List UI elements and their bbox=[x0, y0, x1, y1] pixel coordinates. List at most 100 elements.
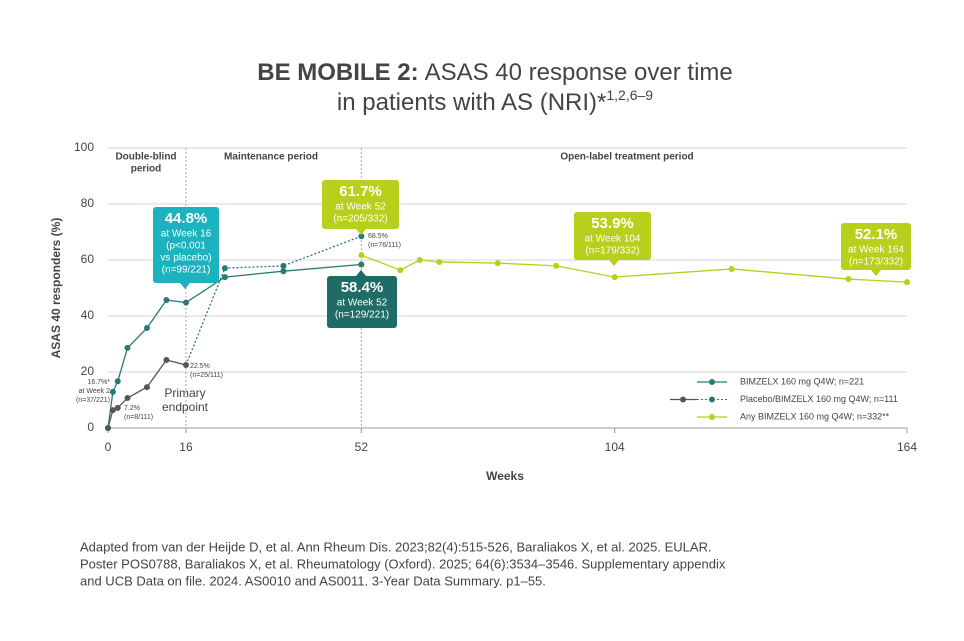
endpoint-label: Primary bbox=[164, 386, 205, 400]
data-point bbox=[182, 362, 189, 368]
callout-text: 53.9% bbox=[591, 215, 634, 232]
data-point bbox=[494, 260, 501, 267]
point-label: 7.2% bbox=[124, 405, 140, 412]
callout-text: (n=99/221) bbox=[162, 265, 211, 276]
data-point bbox=[358, 261, 365, 268]
callout-box bbox=[153, 207, 219, 283]
callout-text: (n=129/221) bbox=[335, 310, 389, 321]
y-tick-label: 80 bbox=[81, 196, 95, 210]
series-line bbox=[107, 263, 362, 429]
callout-pointer bbox=[871, 270, 881, 276]
callout-text: 44.8% bbox=[165, 210, 208, 227]
legend-label: Placebo/BIMZELX 160 mg Q4W; n=111 bbox=[740, 394, 898, 404]
data-point bbox=[163, 297, 170, 304]
x-tick-label: 0 bbox=[105, 440, 112, 454]
x-tick-label: 16 bbox=[179, 440, 193, 454]
callout-box bbox=[327, 276, 397, 328]
data-point bbox=[124, 395, 131, 402]
legend-label: BIMZELX 160 mg Q4W; n=221 bbox=[740, 376, 864, 386]
data-point bbox=[114, 404, 121, 411]
y-tick-label: 40 bbox=[81, 308, 95, 322]
data-point bbox=[105, 425, 111, 431]
callout-pointer bbox=[180, 283, 190, 289]
data-point bbox=[124, 344, 131, 351]
data-point bbox=[280, 262, 287, 269]
callout-box bbox=[574, 212, 651, 260]
x-tick-label: 164 bbox=[897, 440, 917, 454]
data-point bbox=[728, 265, 735, 272]
period-label: period bbox=[131, 164, 162, 175]
footnote: Adapted from van der Heijde D, et al. An… bbox=[80, 539, 712, 554]
legend-marker bbox=[709, 379, 715, 385]
data-point bbox=[221, 274, 228, 281]
point-label: (n=76/111) bbox=[368, 242, 401, 249]
period-label: Maintenance period bbox=[224, 152, 318, 163]
chart-title: BE MOBILE 2: ASAS 40 response over time bbox=[257, 59, 733, 86]
data-point bbox=[109, 407, 116, 414]
data-point bbox=[221, 265, 228, 272]
chart-title: in patients with AS (NRI)*1,2,6–9 bbox=[337, 87, 653, 117]
callout-pointer bbox=[356, 229, 366, 235]
callout-pointer bbox=[609, 260, 619, 266]
footnote: Poster POS0788, Baraliakos X, et al. Rhe… bbox=[80, 556, 726, 571]
legend-marker bbox=[709, 396, 715, 403]
callout-text: at Week 52 bbox=[335, 202, 386, 213]
x-axis-label: Weeks bbox=[486, 469, 524, 483]
callout-text: 52.1% bbox=[855, 226, 898, 243]
callout-text: (n=179/332) bbox=[585, 246, 639, 257]
point-label: 68.5% bbox=[368, 233, 388, 240]
callout-text: at Week 16 bbox=[161, 229, 212, 240]
series-line bbox=[361, 254, 908, 283]
data-point bbox=[904, 279, 910, 286]
callout-pointer bbox=[356, 270, 366, 276]
point-label: (n=25/111) bbox=[190, 372, 223, 379]
data-point bbox=[163, 356, 170, 363]
point-label: 22.5% bbox=[190, 363, 210, 370]
data-point bbox=[553, 262, 560, 269]
callout-text: 61.7% bbox=[339, 183, 382, 200]
callout-text: (p<0.001 bbox=[166, 241, 206, 252]
endpoint-label: endpoint bbox=[162, 400, 209, 414]
data-point bbox=[397, 267, 404, 274]
title-line: in patients with AS (NRI)* bbox=[337, 89, 606, 116]
data-point bbox=[280, 268, 287, 275]
data-point bbox=[143, 325, 150, 332]
data-point bbox=[436, 258, 443, 265]
y-tick-label: 0 bbox=[87, 420, 94, 434]
point-label: at Week 2 bbox=[79, 388, 110, 395]
data-point bbox=[845, 276, 852, 283]
data-point bbox=[358, 233, 365, 240]
callout-text: vs placebo) bbox=[160, 253, 211, 264]
callout-text: at Week 52 bbox=[337, 298, 388, 309]
point-label: (n=37/221) bbox=[76, 397, 110, 404]
series-line bbox=[185, 235, 362, 366]
data-point bbox=[114, 378, 121, 385]
data-point bbox=[182, 299, 189, 306]
callout-text: 58.4% bbox=[341, 279, 384, 296]
legend-label: Any BIMZELX 160 mg Q4W; n=332** bbox=[740, 411, 890, 421]
period-label: Open-label treatment period bbox=[560, 152, 693, 163]
point-label: (n=8/111) bbox=[124, 414, 153, 421]
legend-marker bbox=[680, 396, 686, 403]
callout-text: at Week 104 bbox=[585, 234, 641, 245]
data-point bbox=[416, 257, 423, 263]
data-point bbox=[109, 388, 116, 395]
x-tick-label: 104 bbox=[605, 440, 625, 454]
title-sup: 1,2,6–9 bbox=[606, 87, 653, 103]
title-lead: BE MOBILE 2: bbox=[257, 59, 418, 86]
footnote: and UCB Data on file. 2024. AS0010 and A… bbox=[80, 573, 546, 588]
period-label: Double-blind bbox=[115, 152, 176, 163]
data-point bbox=[143, 384, 150, 391]
callout-text: at Week 164 bbox=[848, 245, 904, 256]
x-tick-label: 52 bbox=[355, 440, 369, 454]
y-tick-label: 20 bbox=[81, 364, 95, 378]
callout-text: (n=205/332) bbox=[333, 214, 387, 225]
title-line: ASAS 40 response over time bbox=[425, 59, 733, 86]
data-point bbox=[358, 252, 365, 259]
legend-marker bbox=[709, 414, 715, 420]
y-tick-label: 60 bbox=[81, 252, 95, 266]
callout-box bbox=[841, 223, 911, 270]
point-label: 16.7%* bbox=[87, 379, 110, 386]
callout-text: (n=173/332) bbox=[849, 257, 903, 268]
